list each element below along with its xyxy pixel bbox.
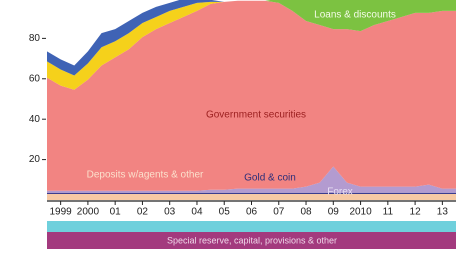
area: [47, 193, 456, 200]
x-tick-label: 07: [273, 207, 285, 218]
x-tick-label: 11: [383, 207, 394, 218]
x-tick-label: 1999: [50, 207, 73, 218]
area: [47, 0, 456, 76]
series-label: Forex: [327, 187, 353, 198]
series-label: Gold & coin: [244, 173, 296, 184]
area: [47, 192, 456, 194]
x-tick-label: 08: [300, 207, 312, 218]
x-tick-label: 12: [410, 207, 422, 218]
bottom-band: [47, 232, 456, 249]
x-tick-label: 02: [137, 207, 149, 218]
x-tick-label: 03: [164, 207, 176, 218]
x-tick-label: 04: [191, 207, 203, 218]
area: [47, 166, 456, 193]
area: [47, 0, 456, 66]
bottom-label: Special reserve, capital, provisions & o…: [167, 235, 337, 245]
series-label: Deposits w/agents & other: [87, 170, 204, 181]
y-tick-label: 20: [29, 154, 41, 165]
x-tick-label: 13: [437, 207, 449, 218]
area: [47, 0, 456, 90]
y-tick-label: 40: [29, 114, 41, 125]
series-label: Government securities: [206, 110, 306, 121]
x-tick-label: 06: [246, 207, 258, 218]
x-tick-label: 2000: [77, 207, 100, 218]
y-tick-label: 80: [29, 33, 41, 44]
y-tick-label: 60: [29, 73, 41, 84]
x-tick-label: 01: [110, 207, 122, 218]
x-tick-label: 09: [328, 207, 340, 218]
area: [47, 0, 456, 191]
x-tick-label: 2010: [349, 207, 372, 218]
series-label: Loans & discounts: [314, 10, 396, 21]
x-tick-label: 05: [219, 207, 231, 218]
bottom-band: [47, 221, 456, 232]
